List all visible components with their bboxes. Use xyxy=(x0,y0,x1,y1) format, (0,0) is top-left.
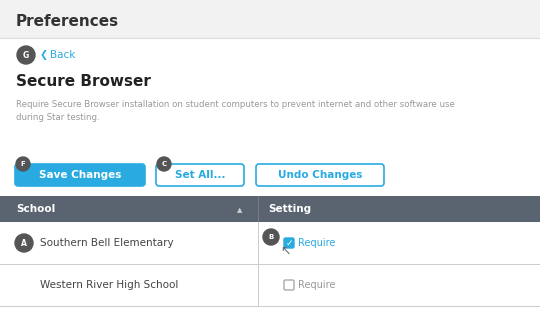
Text: Undo Changes: Undo Changes xyxy=(278,170,362,180)
Bar xyxy=(0,222,540,264)
Text: ✓: ✓ xyxy=(285,238,293,248)
Text: A: A xyxy=(21,238,27,248)
Text: Require: Require xyxy=(298,280,335,290)
Text: C: C xyxy=(161,161,166,167)
Text: B: B xyxy=(268,234,274,240)
FancyBboxPatch shape xyxy=(284,280,294,290)
Text: Require: Require xyxy=(298,238,335,248)
Text: ▲: ▲ xyxy=(237,207,242,213)
Circle shape xyxy=(263,229,279,245)
Circle shape xyxy=(157,157,171,171)
Text: Southern Bell Elementary: Southern Bell Elementary xyxy=(40,238,174,248)
Bar xyxy=(0,0,540,38)
Circle shape xyxy=(16,157,30,171)
Text: Setting: Setting xyxy=(268,204,311,214)
Text: ❮: ❮ xyxy=(40,50,48,60)
Bar xyxy=(0,38,540,328)
Text: F: F xyxy=(21,161,25,167)
Text: Save Changes: Save Changes xyxy=(39,170,121,180)
Text: School: School xyxy=(16,204,55,214)
Text: Western River High School: Western River High School xyxy=(40,280,178,290)
Bar xyxy=(0,196,540,222)
FancyBboxPatch shape xyxy=(15,164,145,186)
Text: ↖: ↖ xyxy=(281,244,291,257)
Circle shape xyxy=(17,46,35,64)
FancyBboxPatch shape xyxy=(156,164,244,186)
Bar xyxy=(0,264,540,306)
Text: Set All...: Set All... xyxy=(175,170,225,180)
FancyBboxPatch shape xyxy=(256,164,384,186)
Text: Back: Back xyxy=(50,50,76,60)
Text: Secure Browser: Secure Browser xyxy=(16,74,151,90)
Circle shape xyxy=(15,234,33,252)
Text: G: G xyxy=(23,51,29,59)
FancyBboxPatch shape xyxy=(284,238,294,248)
Text: Preferences: Preferences xyxy=(16,14,119,30)
Text: Require Secure Browser installation on student computers to prevent internet and: Require Secure Browser installation on s… xyxy=(16,100,455,122)
